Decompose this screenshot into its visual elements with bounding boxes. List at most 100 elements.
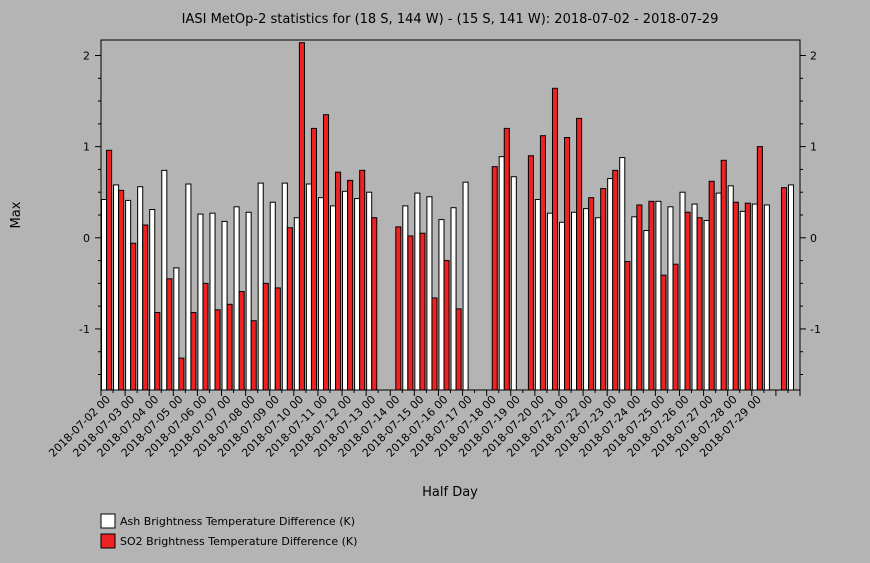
ash-bar	[245, 211, 252, 391]
ash-bar	[655, 200, 662, 391]
ash-bar	[498, 156, 505, 391]
so2-bar	[588, 197, 595, 391]
ash-bar	[534, 199, 541, 391]
y-tick-label-left: 1	[83, 141, 90, 154]
ash-bar	[329, 205, 337, 391]
ash-bar	[173, 267, 180, 391]
ash-bar	[715, 192, 722, 391]
ash-bar	[221, 220, 228, 391]
ash-bar	[125, 199, 132, 391]
ash-bar	[402, 205, 409, 391]
ash-bar	[414, 192, 421, 391]
so2-bar	[648, 200, 655, 391]
so2-bar	[118, 189, 125, 391]
ash-bar	[763, 204, 770, 391]
so2-bar	[636, 204, 643, 391]
ash-bar	[450, 207, 457, 391]
ash-bar	[293, 217, 300, 391]
so2-bar	[130, 242, 137, 391]
ash-bar	[269, 201, 276, 391]
ash-bar	[619, 157, 626, 391]
ash-bar	[751, 203, 758, 391]
so2-bar	[250, 320, 257, 391]
legend-swatch-so2	[100, 533, 116, 549]
ash-bar	[787, 184, 795, 391]
ash-bar	[185, 183, 192, 391]
so2-bar	[371, 217, 378, 391]
ash-bar	[643, 229, 650, 391]
legend-label-ash: Ash Brightness Temperature Difference (K…	[120, 515, 355, 528]
ash-bar	[679, 191, 686, 391]
so2-bar	[298, 42, 305, 391]
ash-bar	[233, 206, 240, 391]
chart-title: IASI MetOp-2 statistics for (18 S, 144 W…	[182, 12, 719, 27]
so2-bar	[178, 357, 185, 391]
so2-bar	[335, 171, 342, 391]
so2-bar	[106, 149, 113, 391]
so2-bar	[612, 169, 619, 391]
ash-bar	[366, 191, 373, 391]
so2-bar	[756, 146, 763, 391]
ash-bar	[739, 210, 746, 391]
so2-bar	[455, 308, 462, 391]
so2-bar	[551, 87, 559, 391]
so2-bar	[503, 127, 510, 391]
so2-bar	[166, 278, 173, 391]
so2-bar	[202, 282, 209, 391]
ash-bar	[438, 219, 445, 391]
so2-bar	[600, 188, 607, 391]
so2-bar	[286, 227, 293, 391]
so2-bar	[491, 166, 498, 391]
so2-bar	[395, 226, 402, 391]
ash-bar	[305, 183, 312, 391]
legend-label-so2: SO2 Brightness Temperature Difference (K…	[120, 535, 357, 548]
ash-bar	[354, 198, 361, 391]
so2-bar	[262, 282, 269, 391]
ash-bar	[113, 184, 120, 391]
ash-bar	[342, 190, 349, 391]
bars-layer	[101, 42, 795, 391]
so2-bar	[539, 135, 546, 391]
x-axis-label: Half Day	[422, 485, 478, 500]
so2-bar	[419, 232, 426, 391]
so2-bar	[214, 309, 221, 391]
legend: Ash Brightness Temperature Difference (K…	[100, 513, 357, 549]
ash-bar	[510, 176, 517, 391]
so2-bar	[407, 235, 414, 391]
so2-bar	[359, 169, 366, 391]
so2-bar	[564, 137, 571, 391]
ash-bar	[209, 212, 216, 391]
ash-bar	[607, 178, 614, 391]
so2-bar	[431, 297, 438, 391]
ash-bar	[426, 196, 433, 391]
ash-bar	[462, 181, 469, 391]
so2-bar	[732, 201, 739, 391]
so2-bar	[347, 179, 354, 391]
so2-bar	[322, 114, 330, 391]
so2-bar	[696, 217, 703, 391]
ash-bar	[317, 197, 324, 391]
ash-bar	[558, 221, 566, 391]
so2-bar	[154, 312, 161, 391]
y-tick-label-left: 2	[83, 49, 90, 62]
so2-bar	[310, 127, 318, 391]
legend-swatch-ash	[100, 513, 116, 529]
ash-bar	[197, 213, 204, 391]
ash-bar	[101, 199, 108, 391]
so2-bar	[238, 291, 245, 391]
so2-bar	[720, 159, 727, 391]
ash-bar	[703, 219, 710, 391]
ash-bar	[631, 216, 638, 391]
so2-bar	[708, 180, 715, 391]
so2-bar	[443, 260, 450, 391]
so2-bar	[142, 224, 149, 391]
ash-bar	[161, 169, 168, 391]
so2-bar	[226, 303, 233, 391]
ash-bar	[691, 203, 698, 391]
ash-bar	[583, 208, 590, 391]
so2-bar	[527, 155, 534, 391]
y-tick-label-right: -1	[810, 323, 821, 336]
ash-bar	[727, 185, 734, 391]
